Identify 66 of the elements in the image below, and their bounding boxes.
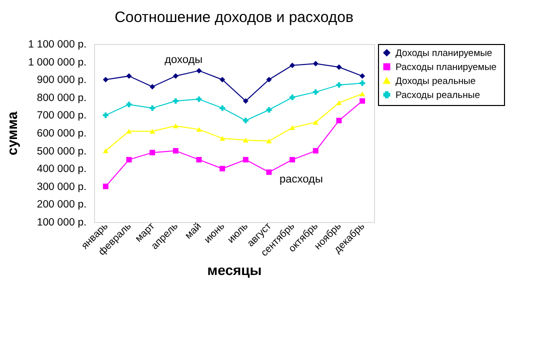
y-tick-label: 400 000 р.: [36, 163, 86, 176]
point: [196, 127, 202, 132]
point: [196, 96, 202, 102]
point: [312, 120, 318, 125]
y-tick-label: 300 000 р.: [36, 180, 86, 193]
legend-label: Расходы планируемые: [396, 62, 497, 73]
legend-label: Расходы реальные: [396, 90, 480, 101]
y-tick-label: 1 000 000 р.: [28, 56, 86, 68]
y-tick-label: 800 000 р.: [36, 92, 86, 104]
point: [220, 105, 226, 111]
point: [242, 98, 248, 104]
point: [266, 169, 272, 175]
point: [172, 124, 178, 128]
point: [360, 98, 366, 104]
y-tick-label: 100 000 р.: [36, 216, 86, 228]
point: [220, 136, 226, 141]
point: [102, 76, 108, 82]
x-tick-label: май: [183, 220, 204, 242]
y-tick-label: 200 000 р.: [36, 198, 86, 211]
point: [242, 156, 248, 162]
point: [150, 84, 156, 90]
point: [126, 156, 132, 162]
point: [290, 94, 296, 100]
y-tick-label: 1 100 000 р.: [28, 38, 86, 50]
x-axis-title: месяцы: [207, 262, 262, 278]
point: [336, 100, 342, 106]
point: [336, 118, 342, 124]
point: [196, 156, 202, 162]
point: [126, 73, 132, 79]
point: [150, 150, 156, 156]
point: [290, 156, 296, 162]
point: [172, 98, 178, 104]
point: [290, 62, 296, 68]
point: [360, 80, 366, 86]
y-tick-label: 500 000 р.: [36, 145, 86, 158]
point: [196, 68, 202, 74]
point: [360, 73, 366, 79]
y-tick-label: 900 000 р.: [36, 74, 86, 86]
point: [242, 118, 248, 124]
point: [102, 112, 108, 118]
point: [172, 73, 178, 79]
point: [102, 148, 108, 154]
point: [150, 105, 156, 111]
point: [220, 76, 226, 82]
point: [266, 76, 272, 82]
point: [220, 166, 226, 172]
y-axis-title: сумма: [4, 111, 20, 156]
point: [172, 148, 178, 154]
point: [150, 128, 156, 134]
point: [242, 138, 248, 142]
legend-label: Доходы реальные: [396, 76, 476, 87]
point: [290, 125, 296, 130]
point: [336, 64, 342, 70]
point: [312, 89, 318, 95]
point: [126, 128, 132, 134]
point: [312, 60, 318, 66]
annotation: доходы: [164, 54, 203, 66]
point: [360, 91, 366, 96]
point: [312, 148, 318, 154]
chart-title: Соотношение доходов и расходов: [114, 9, 354, 26]
point: [266, 138, 272, 144]
annotation: расходы: [280, 173, 323, 186]
y-tick-label: 700 000 р.: [36, 110, 86, 122]
legend-label: Доходы планируемые: [396, 48, 492, 59]
point: [102, 184, 108, 190]
y-tick-label: 600 000 р.: [36, 128, 86, 140]
